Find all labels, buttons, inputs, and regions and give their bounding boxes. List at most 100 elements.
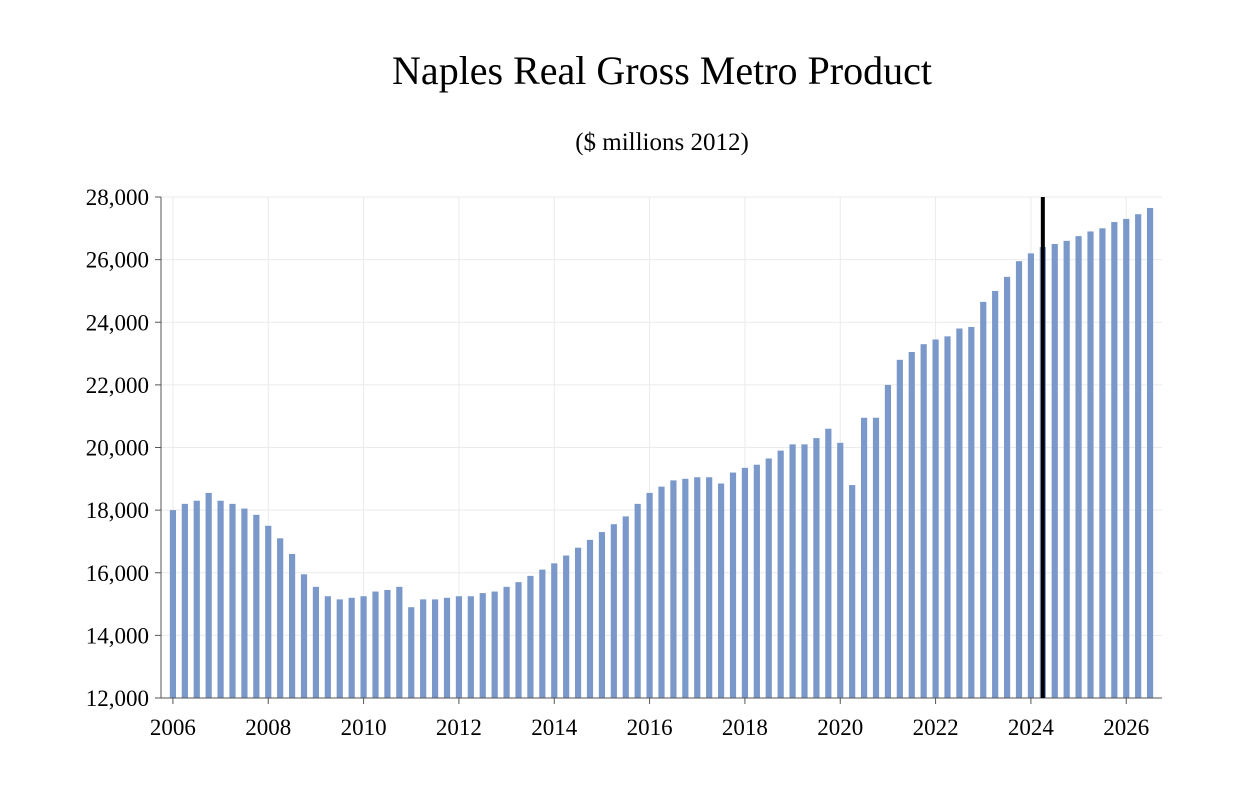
bars [169, 207, 1154, 699]
bar [968, 326, 975, 698]
bar [920, 344, 927, 698]
y-tick-label: 14,000 [86, 623, 149, 648]
bar [265, 525, 272, 698]
bar [813, 438, 820, 698]
bar [455, 596, 463, 698]
bar [467, 596, 474, 698]
x-tick-label: 2008 [245, 715, 291, 740]
bar [443, 597, 451, 698]
y-tick-label: 22,000 [86, 373, 149, 398]
bar [908, 351, 915, 698]
bar [944, 336, 951, 698]
chart-title: Naples Real Gross Metro Product [392, 48, 932, 93]
bar [610, 524, 617, 698]
bar [205, 492, 212, 698]
bar [1123, 218, 1130, 698]
bar [229, 503, 236, 698]
bar [682, 478, 689, 698]
bar [956, 328, 963, 698]
bar [717, 483, 725, 698]
bar [837, 442, 844, 698]
bar [431, 599, 439, 698]
y-tick-label: 26,000 [86, 248, 149, 273]
bar [932, 339, 939, 698]
bar [169, 510, 177, 698]
x-tick-label: 2006 [150, 715, 196, 740]
bar [384, 589, 391, 698]
bar [300, 574, 308, 698]
bar [741, 467, 749, 698]
bar [634, 503, 641, 698]
bar [1051, 243, 1058, 698]
x-tick-label: 2022 [913, 715, 959, 740]
bar [396, 586, 403, 698]
bar [515, 582, 522, 698]
bar [1146, 207, 1154, 698]
bar [753, 464, 760, 698]
bar [527, 575, 534, 698]
bar [801, 444, 808, 698]
bar [277, 538, 284, 698]
bar [860, 417, 868, 698]
bar [479, 593, 486, 698]
y-tick-label: 28,000 [86, 185, 149, 210]
bar [992, 290, 999, 698]
bar [563, 555, 570, 698]
bar [765, 458, 772, 698]
bar [1063, 240, 1070, 698]
x-tick-label: 2014 [531, 715, 578, 740]
bar [217, 500, 224, 698]
bar [348, 597, 355, 698]
bar [574, 547, 582, 698]
bar [241, 508, 248, 698]
bar [181, 503, 188, 698]
bar [1135, 214, 1142, 699]
bar [408, 607, 415, 698]
bar [551, 563, 558, 698]
bar [193, 500, 200, 698]
bar [694, 477, 701, 698]
bar [646, 492, 653, 698]
bar [312, 586, 320, 698]
y-tick-label: 20,000 [86, 436, 149, 461]
bar [706, 477, 713, 698]
bar [789, 444, 796, 698]
bar [849, 485, 856, 698]
x-axis-ticks: 2006 2008 2010 2012 2014 2016 2018 2020 2022 2024… [150, 698, 1149, 740]
bar [1015, 261, 1023, 698]
x-tick-label: 2010 [341, 715, 387, 740]
bar [372, 591, 379, 698]
x-tick-label: 2026 [1103, 715, 1149, 740]
bar [420, 599, 427, 698]
chart-subtitle: ($ millions 2012) [575, 129, 749, 156]
bar [539, 569, 546, 698]
x-tick-label: 2024 [1008, 715, 1055, 740]
bar [658, 486, 665, 698]
x-tick-label: 2016 [627, 715, 673, 740]
bar [336, 599, 343, 698]
x-tick-label: 2012 [436, 715, 482, 740]
bar [360, 596, 367, 698]
y-tick-label: 18,000 [86, 498, 149, 523]
y-tick-label: 24,000 [86, 310, 149, 335]
bar [670, 480, 677, 698]
bar [825, 428, 832, 698]
bar [980, 301, 987, 698]
bar [896, 359, 903, 698]
y-tick-label: 16,000 [86, 561, 149, 586]
bar [503, 586, 510, 698]
bar [729, 472, 737, 698]
bar [253, 514, 260, 698]
bar [324, 596, 331, 698]
bar [1003, 276, 1011, 698]
bar [598, 532, 606, 698]
bar [1099, 228, 1106, 698]
bar [1027, 253, 1035, 699]
bar [622, 516, 629, 698]
bar [288, 553, 296, 698]
y-tick-label: 12,000 [86, 686, 149, 711]
bar [1087, 231, 1094, 698]
y-axis-ticks: 12,000 14,000 16,000 18,000 20,000 22,000 24,0… [86, 185, 161, 711]
bar [586, 539, 594, 698]
